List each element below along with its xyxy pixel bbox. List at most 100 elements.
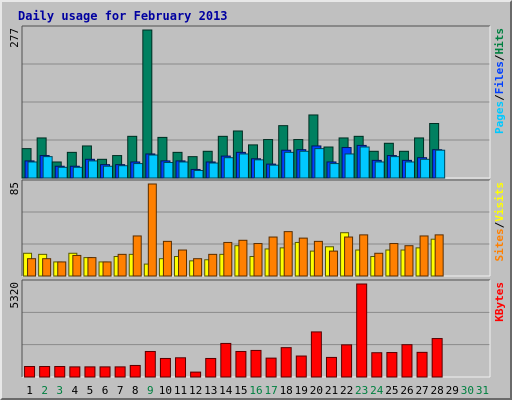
x-tick-label-6: 6 [102,384,109,397]
bar-pages-day-8 [133,163,144,179]
bar-sites-day-25 [389,243,399,277]
bar-kbytes-day-9 [144,350,156,378]
panel-kbytes: 5320 KBytes [8,279,506,378]
bar-pages-day-25 [389,156,400,179]
x-tick-label-20: 20 [310,384,323,397]
panel-legend: Pages/Files/Hits [493,28,506,134]
chart-title: Daily usage for February 2013 [18,9,228,23]
bar-kbytes-day-18 [280,347,292,378]
bar-pages-day-18 [284,151,295,179]
bar-pages-day-17 [269,164,280,179]
bar-kbytes-day-10 [159,357,171,378]
bar-pages-day-1 [27,161,38,179]
x-tick-label-31: 31 [476,384,489,397]
bar-sites-day-11 [178,249,188,277]
x-tick-label-29: 29 [446,384,459,397]
panel-max-label: 277 [8,28,21,48]
x-tick-label-13: 13 [204,384,217,397]
bar-sites-day-9 [147,183,157,277]
bar-kbytes-day-4 [69,366,81,378]
bar-sites-day-24 [374,252,384,277]
bar-sites-day-10 [162,240,172,277]
bar-pages-day-22 [344,153,355,179]
x-tick-label-15: 15 [234,384,247,397]
bar-pages-day-28 [435,149,446,179]
bar-kbytes-day-11 [175,357,187,378]
bar-sites-day-13 [208,253,218,277]
x-tick-label-22: 22 [340,384,353,397]
bar-kbytes-day-27 [416,351,428,378]
bar-kbytes-day-26 [401,344,413,378]
bar-sites-day-17 [268,236,278,277]
panel-max-label: 85 [8,182,21,195]
bar-kbytes-day-14 [220,342,232,378]
bar-pages-day-10 [163,162,174,179]
x-tick-label-19: 19 [295,384,308,397]
legend-hits: Hits [493,28,506,55]
bar-kbytes-day-8 [129,364,141,378]
bar-sites-day-15 [238,239,248,277]
bar-kbytes-day-2 [39,366,51,378]
x-tick-label-30: 30 [461,384,474,397]
bar-pages-day-24 [374,161,385,179]
bar-pages-day-23 [359,146,370,179]
bar-sites-day-2 [42,258,52,277]
bar-kbytes-day-3 [54,366,66,378]
x-tick-label-21: 21 [325,384,338,397]
bar-kbytes-day-1 [24,366,36,378]
bar-pages-day-16 [254,159,264,179]
bar-sites-day-27 [419,235,429,277]
bar-pages-day-26 [404,161,415,179]
bar-kbytes-day-6 [99,366,111,378]
panel-visits-sites: 85 Sites/Visits [8,179,506,277]
panel-legend: Sites/Visits [493,182,506,262]
bar-kbytes-day-17 [265,357,277,378]
legend-files: Files [493,61,506,94]
bar-pages-day-15 [238,153,249,179]
x-tick-label-4: 4 [72,384,79,397]
panel-legend: KBytes [493,282,506,322]
legend-pages: Pages [493,101,506,134]
bar-kbytes-day-12 [190,371,202,378]
bar-sites-day-5 [87,257,97,277]
legend-separator: / [493,94,506,101]
bar-pages-day-7 [118,165,129,179]
bar-kbytes-day-5 [84,366,96,378]
bar-pages-day-20 [314,148,325,179]
x-tick-label-12: 12 [189,384,202,397]
bar-pages-day-13 [208,162,219,179]
x-tick-label-17: 17 [264,384,277,397]
bar-pages-day-6 [103,165,114,179]
bar-sites-day-12 [193,258,203,277]
panel-max-label: 5320 [8,282,21,309]
bar-kbytes-day-13 [205,357,217,378]
bar-sites-day-3 [57,261,67,277]
legend-separator: / [493,221,506,228]
bar-kbytes-day-20 [310,331,322,378]
bar-kbytes-day-25 [386,352,398,378]
bar-sites-day-18 [283,231,293,277]
x-tick-label-1: 1 [26,384,33,397]
x-tick-label-28: 28 [431,384,444,397]
x-tick-label-14: 14 [219,384,233,397]
x-tick-label-8: 8 [132,384,139,397]
x-tick-label-11: 11 [174,384,187,397]
bar-kbytes-day-19 [295,355,307,378]
legend-kbytes: KBytes [493,282,506,322]
bar-kbytes-day-21 [325,356,337,378]
x-tick-label-7: 7 [117,384,124,397]
bar-sites-day-16 [253,243,263,277]
x-tick-label-24: 24 [370,384,384,397]
bar-sites-day-1 [27,258,37,277]
bar-pages-day-4 [72,166,83,179]
x-tick-label-26: 26 [400,384,413,397]
x-tick-label-3: 3 [56,384,63,397]
bar-pages-day-3 [57,166,68,179]
bar-pages-day-2 [42,156,53,179]
bar-pages-day-19 [299,150,310,179]
bar-sites-day-4 [72,254,82,277]
bar-kbytes-day-28 [431,338,443,378]
bar-kbytes-day-23 [356,283,368,378]
